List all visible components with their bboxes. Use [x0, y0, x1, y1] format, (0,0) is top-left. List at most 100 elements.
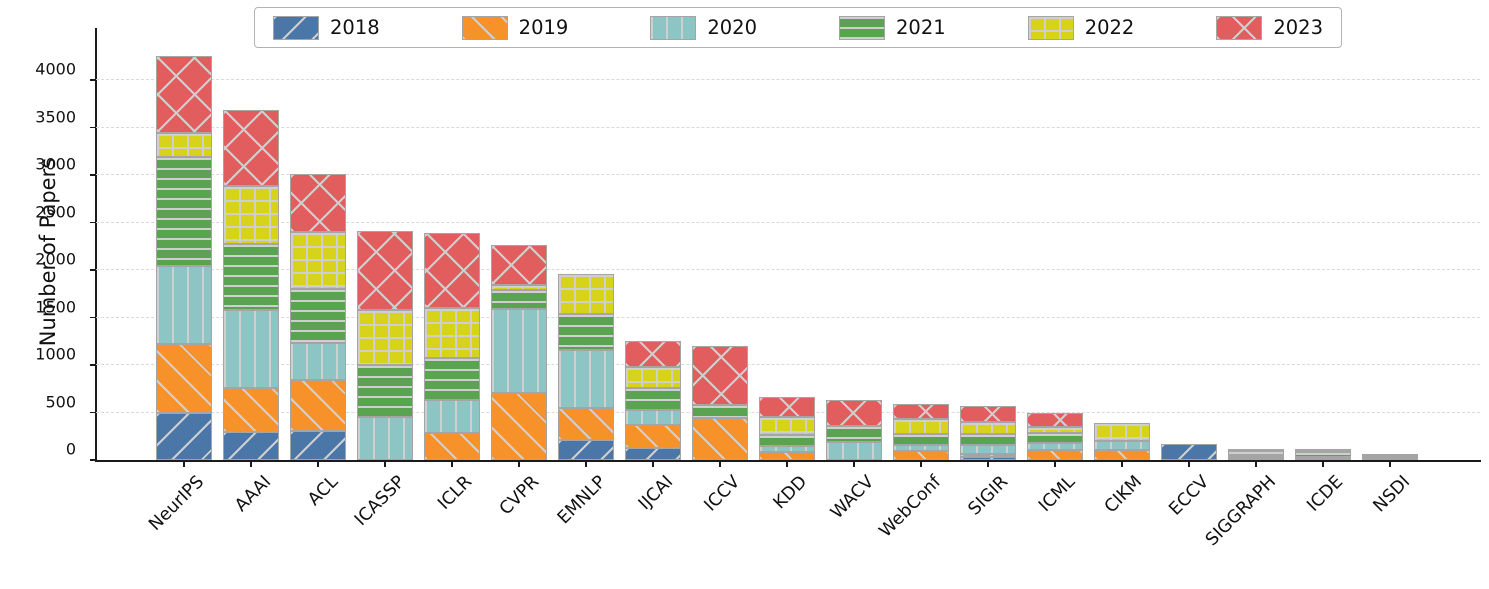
x-tick-label-ICDE: ICDE — [1303, 472, 1348, 516]
bar-segment-KDD-2020 — [759, 445, 815, 453]
x-tick-mark — [1188, 461, 1190, 467]
bar-segment-ICLR-2023 — [424, 233, 480, 309]
bar-segment-AAAI-2019 — [223, 387, 279, 432]
x-tick-mark — [183, 461, 185, 467]
bar-segment-ICCV-2019 — [692, 418, 748, 460]
legend-swatch-2022-icon — [1027, 15, 1074, 40]
gridline-2500 — [96, 221, 1480, 223]
x-tick-mark — [518, 461, 520, 467]
bar-segment-WACV-2023 — [826, 400, 882, 427]
gridline-3500 — [96, 126, 1480, 128]
x-tick-mark — [920, 461, 922, 467]
bar-segment-ACL-2023 — [290, 173, 346, 232]
bar-segment-IJCAI-2019 — [625, 425, 681, 449]
x-tick-label-NSDI: NSDI — [1369, 472, 1415, 517]
bar-segment-ECCV-2018 — [1161, 443, 1217, 460]
bar-segment-NeurIPS-2022 — [156, 133, 212, 157]
bar-segment-NSDI-2021 — [1362, 454, 1418, 457]
y-tick-mark — [90, 411, 96, 414]
bar-segment-ICDE-2023 — [1295, 448, 1351, 451]
bar-segment-SIGIR-2021 — [960, 433, 1016, 445]
x-tick-mark — [652, 461, 654, 467]
gridline-3000 — [96, 174, 1480, 175]
y-tick-mark — [90, 316, 96, 319]
legend-label: 2023 — [1273, 16, 1323, 39]
x-tick-label-CVPR: CVPR — [495, 472, 544, 520]
y-tick-mark — [90, 269, 96, 271]
y-tick-mark — [90, 221, 96, 224]
x-tick-mark — [250, 461, 252, 467]
x-tick-mark — [384, 461, 386, 467]
x-tick-mark — [585, 461, 587, 467]
gridline-4000 — [96, 79, 1480, 80]
legend-label: 2020 — [707, 16, 757, 39]
x-tick-mark — [317, 461, 319, 467]
bar-segment-ICASSP-2023 — [357, 230, 413, 311]
bar-segment-AAAI-2018 — [223, 431, 279, 460]
gridline-1000 — [96, 364, 1480, 365]
bar-segment-ICCV-2023 — [692, 346, 748, 405]
x-tick-label-ICLR: ICLR — [434, 472, 477, 514]
bar-segment-ICML-2020 — [1027, 442, 1083, 450]
bar-segment-IJCAI-2023 — [625, 341, 681, 367]
x-tick-label-EMNLP: EMNLP — [553, 472, 611, 529]
bar-segment-ICCV-2021 — [692, 404, 748, 419]
x-tick-label-WACV: WACV — [827, 472, 879, 524]
bar-segment-WebConf-2022 — [893, 418, 949, 434]
x-tick-label-NeurIPS: NeurIPS — [145, 472, 209, 535]
bar-segment-ICML-2022 — [1027, 427, 1083, 434]
y-tick-mark — [90, 126, 96, 129]
bar-segment-WACV-2020 — [826, 441, 882, 460]
bar-segment-AAAI-2023 — [223, 109, 279, 186]
bar-segment-ICLR-2021 — [424, 358, 480, 401]
legend-swatch-2023-icon — [1216, 15, 1263, 40]
bar-segment-ICML-2023 — [1027, 412, 1083, 428]
bar-segment-ICASSP-2020 — [357, 417, 413, 460]
x-tick-label-KDD: KDD — [769, 472, 812, 514]
bar-segment-CVPR-2019 — [491, 392, 547, 460]
bar-segment-ICDE-2020 — [1295, 456, 1351, 459]
x-tick-mark — [853, 461, 855, 467]
bar-segment-SIGGRAPH-2023 — [1228, 448, 1284, 451]
legend-item-2019: 2019 — [461, 15, 569, 40]
y-tick-mark — [90, 459, 96, 461]
y-tick-mark — [90, 364, 96, 366]
bar-segment-KDD-2021 — [759, 434, 815, 446]
bar-segment-AAAI-2021 — [223, 243, 279, 311]
gridline-1500 — [96, 316, 1480, 318]
bar-segment-EMNLP-2020 — [558, 350, 614, 409]
bar-segment-ICASSP-2021 — [357, 365, 413, 418]
bar-segment-IJCAI-2022 — [625, 366, 681, 389]
x-tick-label-SIGIR: SIGIR — [964, 472, 1013, 520]
y-tick-label: 1500 — [35, 297, 76, 316]
legend-item-2023: 2023 — [1216, 15, 1323, 40]
bar-segment-IJCAI-2018 — [625, 448, 681, 460]
legend-item-2020: 2020 — [650, 15, 757, 40]
legend-item-2022: 2022 — [1027, 15, 1134, 40]
y-tick-label: 3000 — [35, 154, 76, 174]
bar-segment-NeurIPS-2019 — [156, 344, 212, 414]
bar-segment-ICML-2019 — [1027, 449, 1083, 460]
y-tick-mark — [90, 174, 96, 176]
x-tick-label-ICML: ICML — [1035, 472, 1080, 517]
x-tick-label-CIKM: CIKM — [1100, 472, 1147, 518]
bar-segment-ICLR-2022 — [424, 308, 480, 359]
x-tick-mark — [1121, 461, 1123, 467]
legend-label: 2019 — [518, 16, 569, 39]
bar-segment-IJCAI-2020 — [625, 410, 681, 426]
gridline-2000 — [96, 269, 1480, 270]
bar-segment-SIGGRAPH-2022 — [1228, 450, 1284, 456]
x-tick-label-WebConf: WebConf — [875, 472, 946, 542]
bar-segment-EMNLP-2022 — [558, 273, 614, 314]
bar-segment-NeurIPS-2023 — [156, 56, 212, 134]
bar-segment-NeurIPS-2020 — [156, 266, 212, 345]
legend-swatch-2021-icon — [839, 15, 886, 40]
bar-segment-ACL-2019 — [290, 380, 346, 431]
x-tick-label-ICCV: ICCV — [700, 472, 745, 516]
y-tick-label: 0 — [65, 439, 76, 459]
bar-segment-SIGIR-2023 — [960, 406, 1016, 422]
bar-segment-NSDI-2020 — [1362, 456, 1418, 459]
bar-segment-CIKM-2019 — [1094, 449, 1150, 460]
bar-segment-KDD-2022 — [759, 417, 815, 435]
